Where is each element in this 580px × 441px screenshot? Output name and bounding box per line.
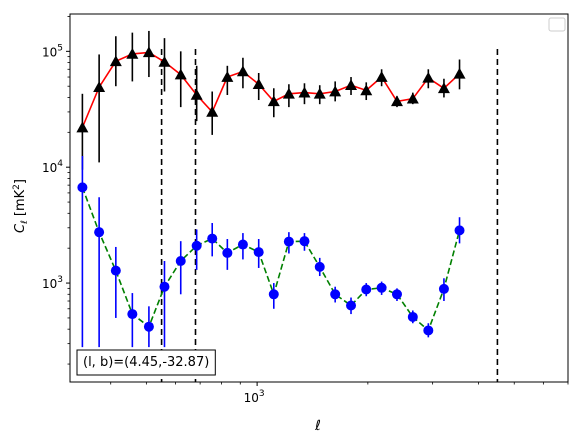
series-1-point-18 <box>361 284 372 295</box>
axes-frame <box>69 13 569 383</box>
series-0-point-0 <box>76 121 89 133</box>
series-1-point-19 <box>376 282 387 293</box>
series-1-point-22 <box>423 325 434 336</box>
series-0-point-1 <box>93 81 106 93</box>
series-1-point-15 <box>314 261 325 272</box>
series-0-point-12 <box>267 95 280 107</box>
x-tick-label-base-0: 10 <box>244 391 259 405</box>
series-0-point-16 <box>329 85 342 97</box>
series-1-point-14 <box>299 236 310 247</box>
annotation-frame <box>76 349 216 376</box>
series-1-point-20 <box>391 289 402 300</box>
series-1-point-16 <box>330 289 341 300</box>
y-tick-label-0: 103 <box>42 275 63 291</box>
series-1-point-11 <box>253 247 264 258</box>
x-axis-label: ℓ <box>314 418 321 434</box>
series-1-point-8 <box>207 233 218 244</box>
y-axis-label-unit-close: ] <box>13 179 28 184</box>
y-axis-label-subscript: ℓ <box>20 220 30 225</box>
annotation-text: (l, b)=(4.45,-32.87) <box>83 355 209 370</box>
x-tick-label-0: 103 <box>244 389 265 405</box>
x-tick-label-exponent-0: 3 <box>259 389 265 399</box>
y-tick-label-exponent-1: 4 <box>57 159 63 169</box>
series-1 <box>77 155 465 348</box>
series-0-point-9 <box>221 71 234 82</box>
series-0-point-7 <box>190 88 203 100</box>
series-0-point-22 <box>422 71 435 83</box>
series-0-point-2 <box>109 55 122 67</box>
series-0-point-19 <box>375 71 388 82</box>
series-1-point-6 <box>175 256 186 267</box>
plot-area <box>76 30 499 382</box>
y-tick-label-1: 104 <box>42 159 63 175</box>
series-0-point-11 <box>252 78 265 90</box>
series-0-point-5 <box>158 55 171 67</box>
series-layer <box>76 30 466 348</box>
series-1-point-12 <box>268 289 279 300</box>
series-1-point-17 <box>346 300 357 311</box>
y-tick-label-base-2: 10 <box>42 45 57 59</box>
y-tick-label-2: 105 <box>42 43 63 59</box>
series-1-point-24 <box>454 225 465 236</box>
y-axis-label: Cℓ [mK2] <box>12 179 30 233</box>
series-0-point-18 <box>360 84 373 96</box>
series-0-point-15 <box>313 87 326 99</box>
series-0-point-24 <box>453 67 466 79</box>
series-1-point-5 <box>159 281 170 292</box>
series-1-point-23 <box>438 283 449 294</box>
legend <box>548 17 566 32</box>
series-0-point-17 <box>345 79 358 91</box>
series-0-point-20 <box>390 95 403 107</box>
series-1-point-4 <box>143 321 154 332</box>
series-1-point-13 <box>283 236 294 247</box>
series-1-point-0 <box>77 182 88 193</box>
y-axis-label-symbol: C <box>13 223 28 233</box>
y-tick-label-exponent-2: 5 <box>57 43 63 53</box>
y-axis-label-unit-exponent: 2 <box>12 184 22 190</box>
series-1-point-10 <box>237 239 248 250</box>
series-0-point-6 <box>174 68 187 80</box>
series-1-point-1 <box>94 227 105 238</box>
series-0-point-3 <box>126 47 139 59</box>
series-1-point-7 <box>191 240 202 251</box>
series-1-point-9 <box>222 247 233 258</box>
series-1-point-2 <box>110 265 121 276</box>
series-0-point-10 <box>236 65 249 77</box>
series-0-point-8 <box>206 105 219 117</box>
y-tick-label-exponent-0: 3 <box>57 275 63 285</box>
series-0-point-23 <box>437 82 450 94</box>
series-0-point-13 <box>282 87 295 99</box>
y-tick-label-base-1: 10 <box>42 161 57 175</box>
annotation-box: (l, b)=(4.45,-32.87) <box>76 349 216 376</box>
series-1-point-21 <box>407 311 418 322</box>
series-0-point-21 <box>406 92 419 104</box>
series-1-point-3 <box>127 309 138 320</box>
y-axis-label-unit: [mK <box>13 189 28 220</box>
y-tick-label-base-0: 10 <box>42 277 57 291</box>
vertical-markers <box>160 49 499 382</box>
series-0-point-14 <box>298 86 311 98</box>
series-0-point-4 <box>142 46 155 58</box>
legend-frame <box>548 17 566 32</box>
